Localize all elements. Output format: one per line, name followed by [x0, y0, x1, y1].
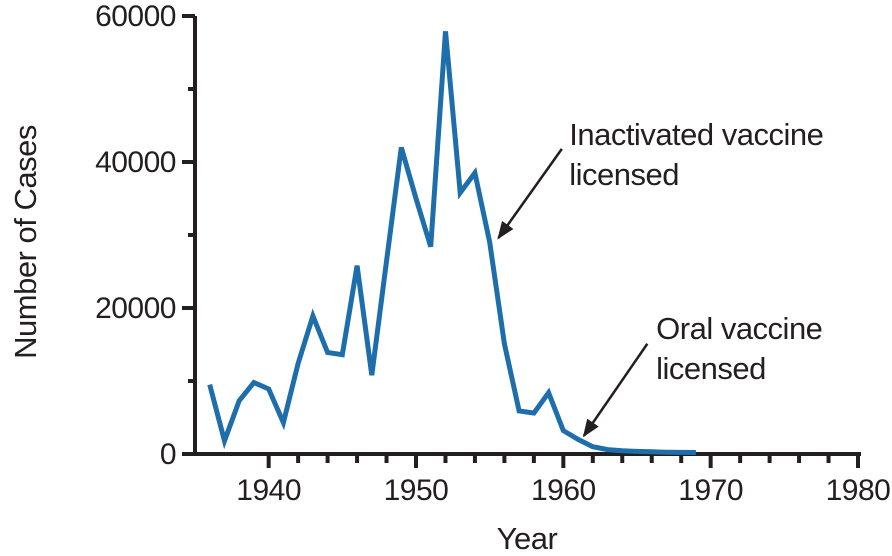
x-tick-label: 1940 [236, 474, 301, 507]
annotation-line: Inactivated vaccine [569, 117, 824, 153]
annotation-line: licensed [656, 351, 766, 387]
annotation-line: Oral vaccine [656, 311, 823, 347]
y-axis-title: Number of Cases [8, 125, 43, 359]
y-tick-label: 20000 [95, 292, 176, 325]
x-axis-title: Year [497, 521, 558, 556]
x-tick-label: 1970 [678, 474, 743, 507]
annotation-line: licensed [569, 157, 679, 193]
x-tick-label: 1980 [826, 474, 891, 507]
annotation-arrow [497, 148, 563, 240]
y-tick-label: 60000 [95, 0, 176, 33]
annotation-arrow [582, 343, 649, 438]
y-tick-label: 40000 [95, 146, 176, 179]
annotation-oral-vaccine: Oral vaccine licensed [656, 309, 823, 389]
y-tick-label: 0 [160, 438, 176, 471]
annotation-inactivated-vaccine: Inactivated vaccine licensed [569, 115, 824, 195]
x-tick-label: 1960 [531, 474, 596, 507]
cases-line-series [207, 31, 696, 455]
x-tick-label: 1950 [384, 474, 449, 507]
